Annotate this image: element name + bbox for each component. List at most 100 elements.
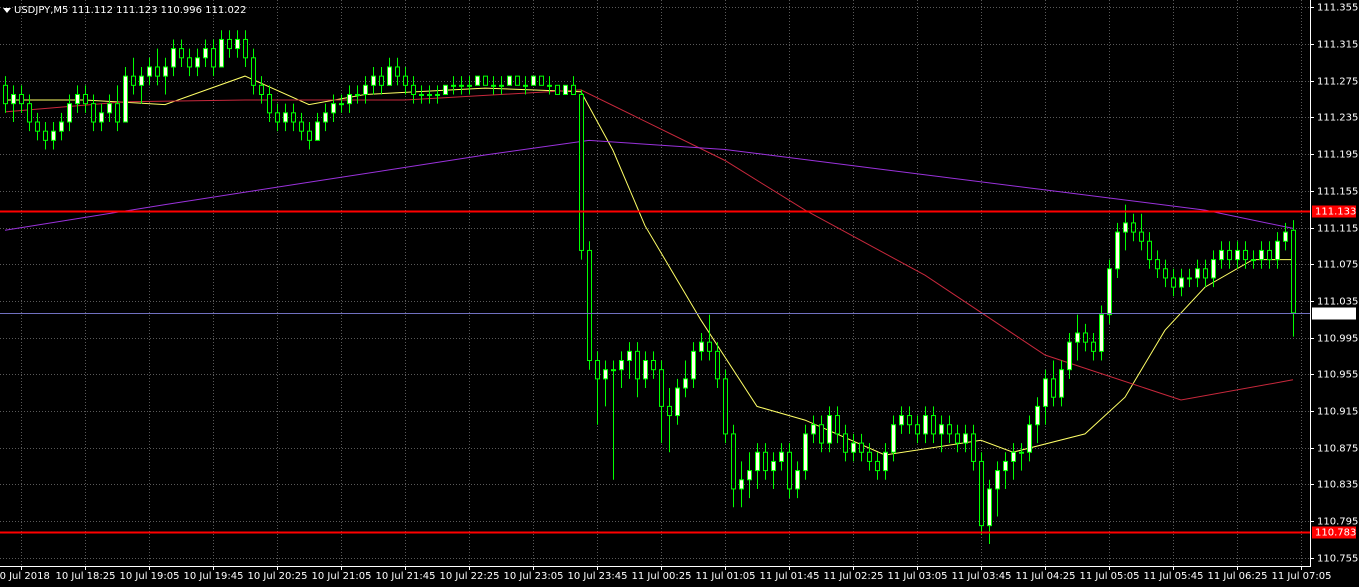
candle-body: [299, 121, 304, 132]
candle-body: [275, 112, 280, 123]
candle-body: [155, 66, 160, 77]
candle-body: [83, 93, 88, 105]
moving-average: [4, 89, 1294, 401]
candle-body: [1115, 231, 1120, 270]
candle-body: [27, 103, 32, 123]
candle-body: [115, 103, 120, 123]
candle-body: [419, 93, 424, 96]
y-tick-label: 111.275: [1317, 77, 1358, 88]
candle-body: [1027, 424, 1032, 453]
candle-body: [483, 75, 488, 86]
candle-body: [1211, 259, 1216, 279]
x-tick-label: 11 Jul 03:45: [952, 571, 1012, 582]
candle-body: [907, 415, 912, 426]
candle-body: [891, 424, 896, 453]
candle-body: [867, 451, 872, 462]
candle-body: [371, 75, 376, 86]
y-tick-label: 110.955: [1317, 370, 1358, 381]
candles: [3, 30, 1296, 544]
candle-body: [915, 424, 920, 435]
candle-body: [451, 84, 456, 87]
candle-body: [195, 57, 200, 68]
candle-body: [563, 84, 568, 95]
candle-body: [779, 451, 784, 462]
x-tick-label: 10 Jul 20:25: [248, 571, 308, 582]
candle-body: [979, 460, 984, 527]
candle-body: [403, 75, 408, 86]
candle-body: [1275, 240, 1280, 261]
candle-body: [1147, 240, 1152, 261]
price-label-box: [1312, 205, 1356, 218]
candle-body: [811, 424, 816, 435]
x-tick-label: 11 Jul 00:25: [632, 571, 692, 582]
candle-body: [427, 93, 432, 96]
candle-body: [1011, 451, 1016, 462]
candle-body: [163, 66, 168, 77]
candle-body: [523, 84, 528, 87]
candle-body: [387, 66, 392, 86]
x-tick-label: 10 Jul 18:25: [56, 571, 116, 582]
candle-body: [675, 387, 680, 417]
candle-body: [899, 415, 904, 426]
candle-body: [1179, 277, 1184, 288]
candle-body: [131, 75, 136, 86]
candle-body: [1203, 268, 1208, 279]
x-tick-label: 10 Jul 19:05: [120, 571, 180, 582]
candle-body: [19, 93, 24, 105]
candle-body: [1187, 277, 1192, 280]
candle-body: [179, 48, 184, 59]
candle-body: [171, 48, 176, 68]
candle-body: [435, 93, 440, 96]
candle-body: [51, 130, 56, 141]
moving-average: [5, 75, 1293, 456]
candle-body: [475, 75, 480, 86]
collapse-icon[interactable]: [3, 8, 11, 13]
candle-body: [1107, 268, 1112, 316]
candle-body: [1267, 249, 1272, 261]
price-lines: [0, 210, 1310, 534]
candle-body: [851, 442, 856, 453]
candle-body: [91, 103, 96, 123]
candle-body: [235, 38, 240, 50]
candle-body: [1243, 249, 1248, 261]
candle-body: [499, 84, 504, 87]
x-tick-label: 11 Jul 07:05: [1272, 571, 1332, 582]
candle-body: [827, 415, 832, 444]
candle-body: [539, 75, 544, 86]
y-tick-label: 110.875: [1317, 444, 1358, 455]
y-tick-label: 111.315: [1317, 40, 1358, 51]
candle-body: [875, 460, 880, 472]
candle-body: [939, 424, 944, 435]
y-tick-label: 111.035: [1317, 297, 1358, 308]
candle-body: [3, 84, 8, 105]
candle-body: [747, 470, 752, 481]
x-tick-label: 11 Jul 05:05: [1080, 571, 1140, 582]
candle-body: [211, 48, 216, 68]
x-tick-label: 11 Jul 01:05: [696, 571, 756, 582]
candle-body: [635, 350, 640, 380]
candle-body: [1139, 231, 1144, 242]
candle-body: [1131, 222, 1136, 233]
candle-body: [1235, 249, 1240, 261]
candle-body: [107, 103, 112, 114]
candle-body: [683, 378, 688, 389]
candle-body: [707, 341, 712, 352]
candle-body: [379, 75, 384, 86]
candle-body: [715, 350, 720, 380]
candle-body: [1155, 259, 1160, 270]
price-label-box: [1312, 526, 1356, 539]
candle-body: [219, 38, 224, 68]
candle-body: [723, 378, 728, 435]
candle-body: [931, 415, 936, 435]
candle-body: [667, 405, 672, 417]
x-tick-label: 10 Jul 21:45: [376, 571, 436, 582]
candle-body: [1259, 249, 1264, 261]
x-tick-label: 11 Jul 04:25: [1016, 571, 1076, 582]
candle-body: [971, 433, 976, 462]
candle-body: [1019, 451, 1024, 454]
candle-body: [291, 112, 296, 123]
candle-body: [1171, 277, 1176, 288]
candle-body: [819, 424, 824, 444]
candle-body: [323, 112, 328, 123]
